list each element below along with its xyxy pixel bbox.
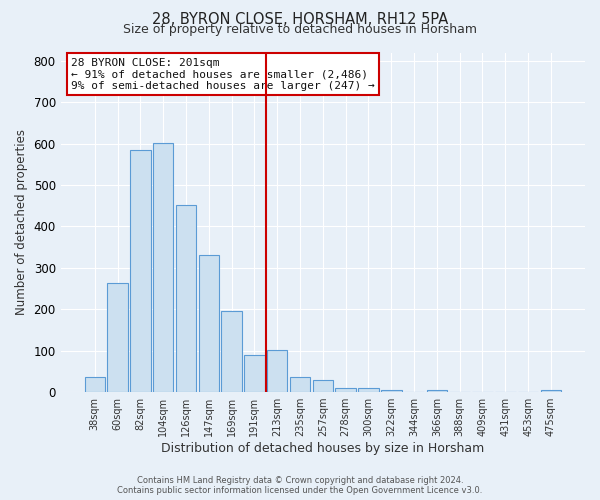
Bar [358,388,379,392]
Text: 28 BYRON CLOSE: 201sqm
← 91% of detached houses are smaller (2,486)
9% of semi-d: 28 BYRON CLOSE: 201sqm ← 91% of detached… [71,58,375,91]
Bar [335,388,356,392]
Bar [153,143,173,392]
Bar [381,390,401,392]
Bar [427,390,447,392]
Bar [176,205,196,392]
Y-axis label: Number of detached properties: Number of detached properties [15,130,28,316]
Bar [85,377,105,392]
Bar [313,380,333,392]
X-axis label: Distribution of detached houses by size in Horsham: Distribution of detached houses by size … [161,442,484,455]
Bar [541,390,561,392]
Text: Contains HM Land Registry data © Crown copyright and database right 2024.
Contai: Contains HM Land Registry data © Crown c… [118,476,482,495]
Bar [199,256,219,392]
Bar [267,350,287,392]
Bar [107,283,128,392]
Bar [290,377,310,392]
Bar [244,355,265,392]
Bar [130,150,151,392]
Text: 28, BYRON CLOSE, HORSHAM, RH12 5PA: 28, BYRON CLOSE, HORSHAM, RH12 5PA [152,12,448,28]
Bar [221,311,242,392]
Text: Size of property relative to detached houses in Horsham: Size of property relative to detached ho… [123,22,477,36]
